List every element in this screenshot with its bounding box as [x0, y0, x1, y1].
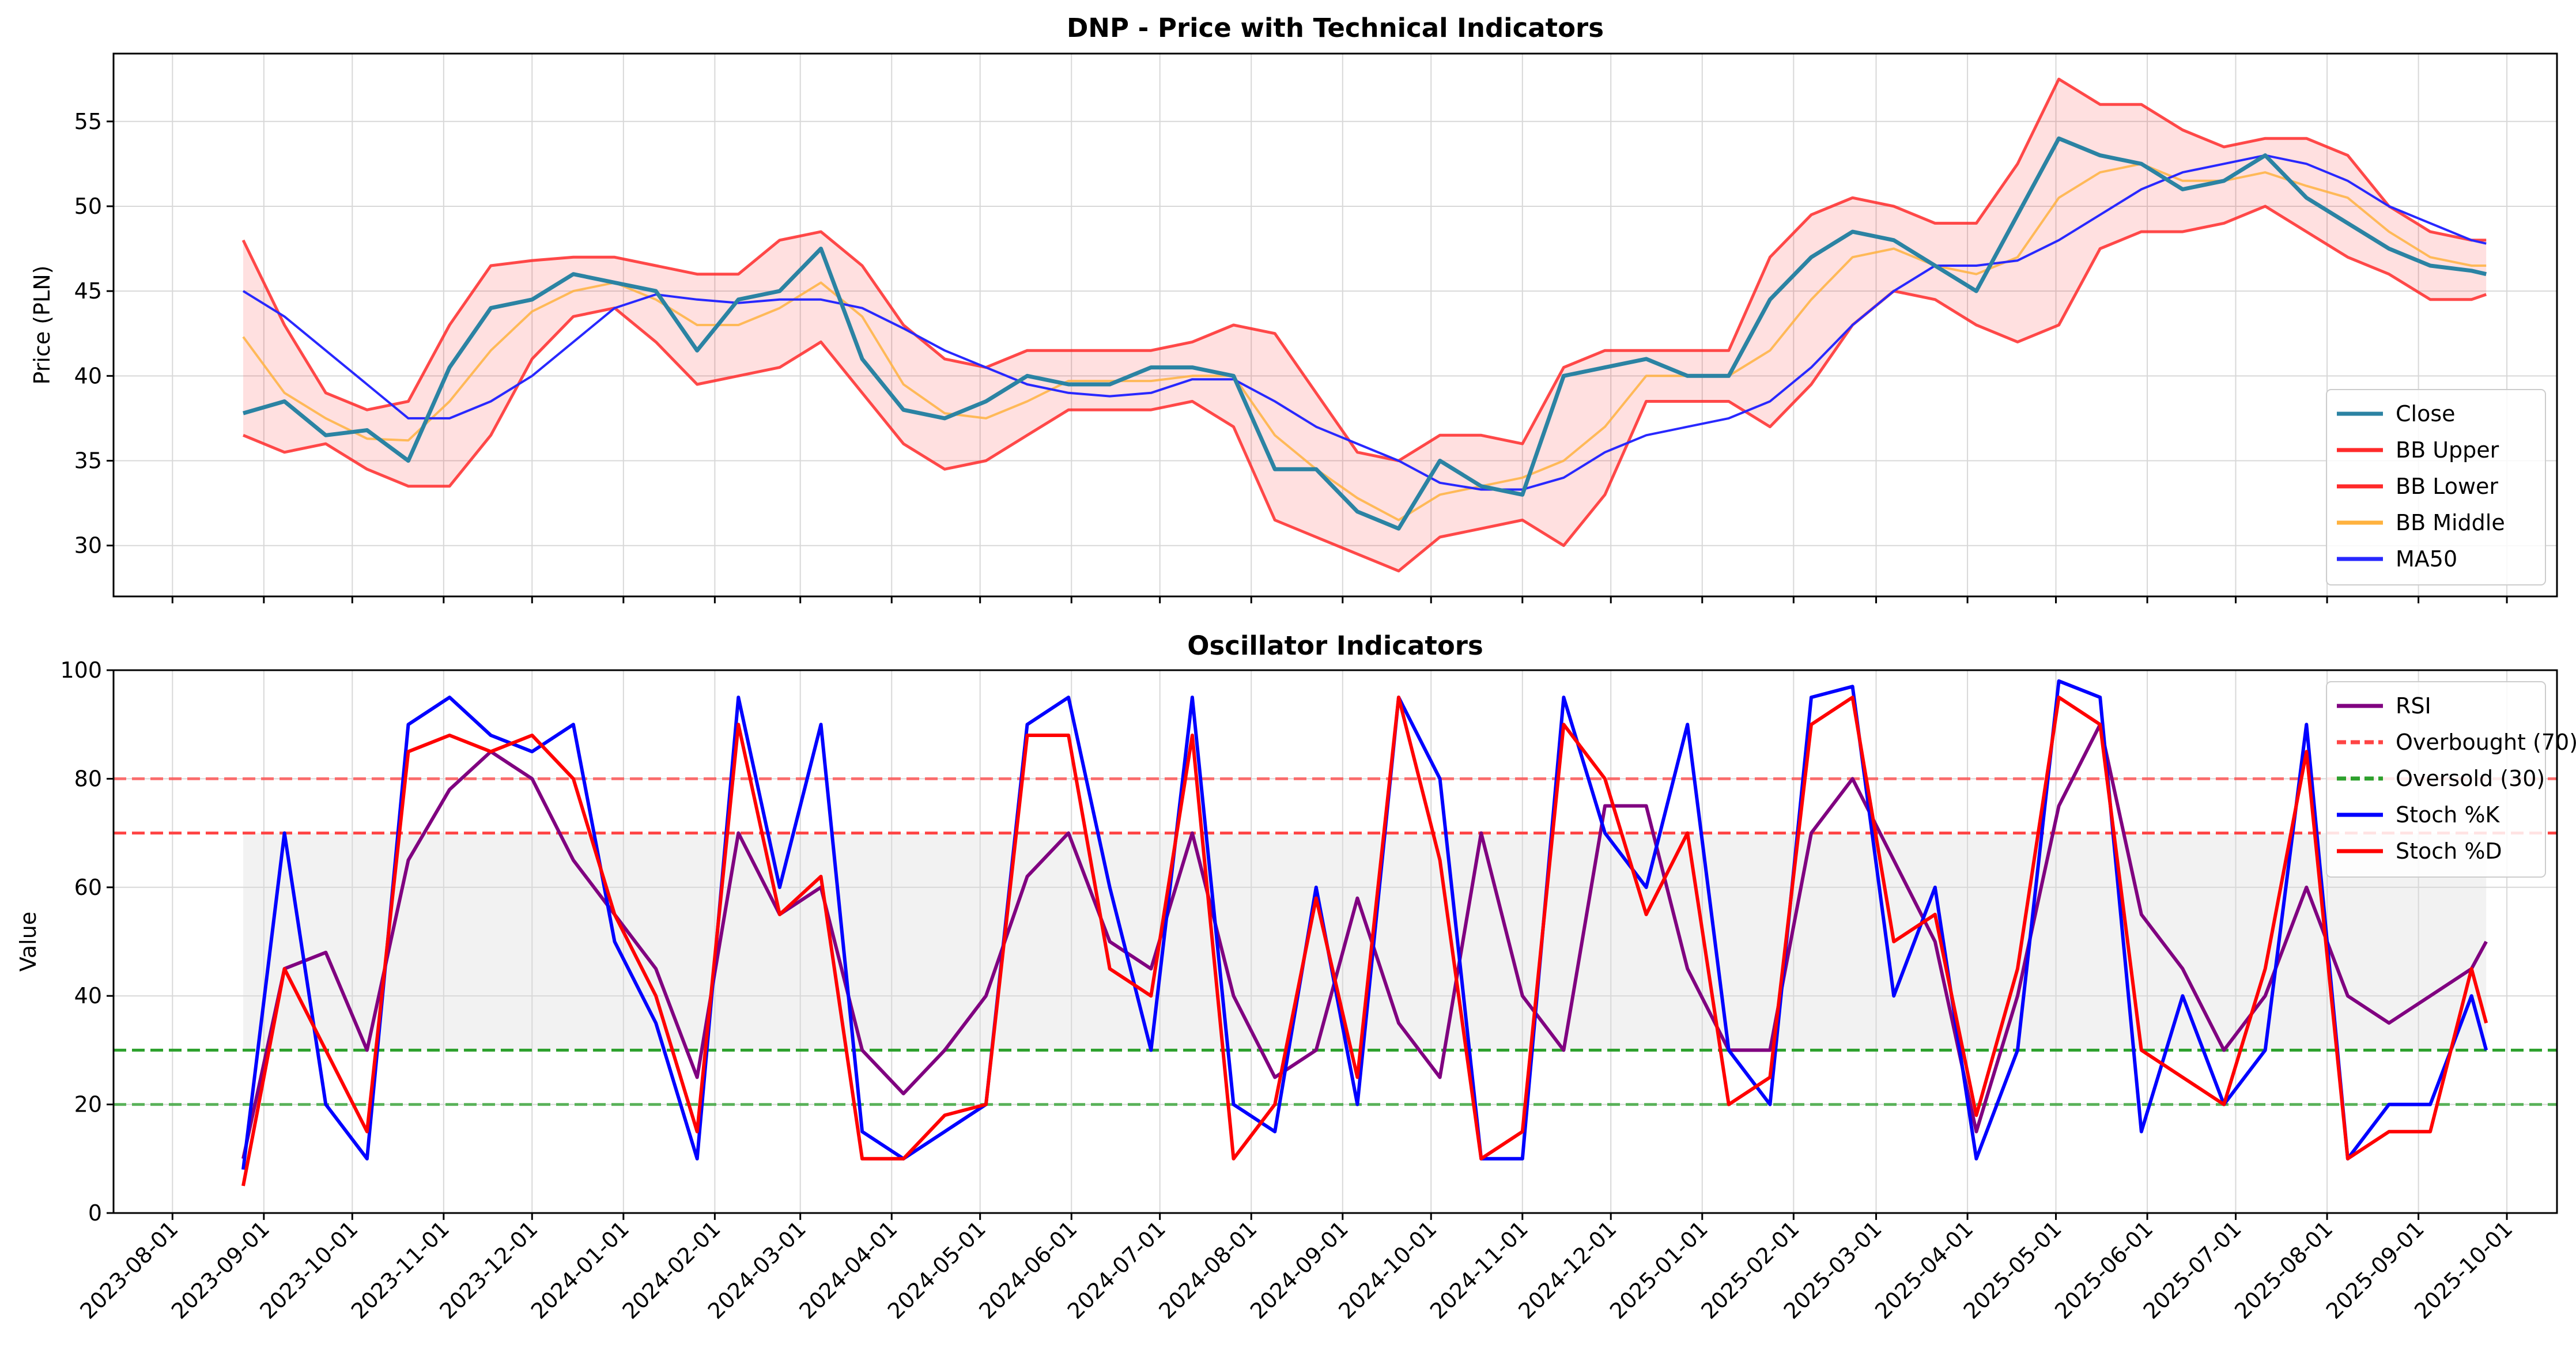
series-line-bb-upper — [241, 77, 2487, 462]
price-chart-y-axis: 30 35 40 45 50 55 — [74, 109, 114, 558]
oscillator-chart-frame — [112, 669, 2558, 1214]
price-chart-plot-area — [241, 77, 2487, 573]
price-chart-title: DNP - Price with Technical Indicators — [1067, 13, 1604, 43]
y-tick-label: 40 — [74, 983, 102, 1008]
y-tick-label: 0 — [88, 1200, 102, 1226]
y-tick-label: 30 — [74, 533, 102, 558]
y-tick-label: 50 — [74, 194, 102, 219]
oscillator-chart-plot-area — [241, 679, 2488, 1187]
y-tick-label: 35 — [74, 448, 102, 474]
y-tick-label: 55 — [74, 109, 102, 134]
price-chart-y-label: Price (PLN) — [29, 266, 55, 385]
series-line-close — [243, 136, 2487, 531]
y-tick-label: 40 — [74, 363, 102, 388]
oscillator-chart-y-axis: 0 20 40 60 80 100 — [60, 658, 114, 1226]
y-tick-label: 45 — [74, 278, 102, 304]
legend-label: Close — [2396, 401, 2456, 426]
legend-label: BB Middle — [2396, 510, 2505, 535]
y-tick-label: 20 — [74, 1092, 102, 1117]
legend-label: Stoch %D — [2396, 838, 2502, 864]
series-line-rsi — [241, 723, 2488, 1159]
legend-label: Overbought (70) — [2396, 730, 2576, 755]
legend-box — [2326, 681, 2546, 878]
price-chart-frame — [112, 52, 2558, 598]
oscillator-chart-y-label: Value — [16, 912, 41, 972]
oscillator-chart-legend: RSI Overbought (70) Oversold (30) Stoch %K S… — [2326, 681, 2576, 878]
y-tick-label: 100 — [60, 658, 102, 683]
series-line-stoch-d — [241, 696, 2488, 1187]
price-chart-legend: Close BB Upper BB Lower BB Middle MA50 — [2326, 389, 2546, 585]
series-line-ma50 — [242, 154, 2487, 491]
legend-box — [2326, 389, 2546, 585]
legend-label: RSI — [2396, 693, 2431, 719]
bollinger-band-fill — [243, 79, 2487, 571]
legend-label: Stoch %K — [2396, 802, 2500, 828]
series-line-bb-lower — [243, 205, 2487, 573]
legend-label: Oversold (30) — [2396, 766, 2545, 791]
legend-label: MA50 — [2396, 546, 2457, 572]
price-chart-gridlines — [114, 54, 2557, 596]
y-tick-label: 60 — [74, 875, 102, 900]
y-tick-label: 80 — [74, 766, 102, 791]
legend-label: BB Upper — [2396, 437, 2499, 463]
oscillator-chart-title: Oscillator Indicators — [1187, 630, 1483, 661]
legend-label: BB Lower — [2396, 474, 2498, 499]
price-chart-x-ticks — [171, 596, 2508, 603]
